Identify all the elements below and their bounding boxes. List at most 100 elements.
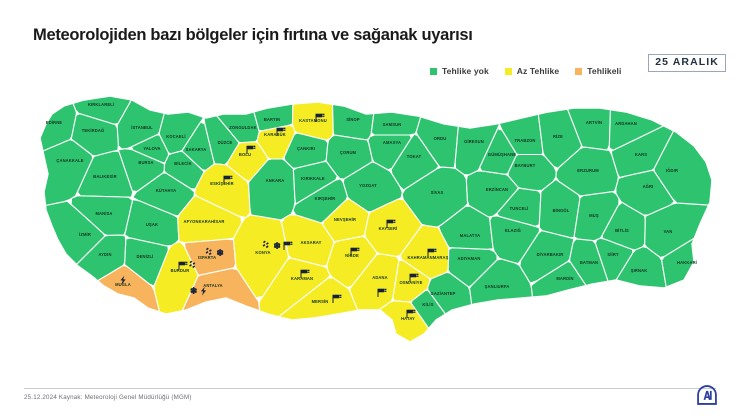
province-label-33: İZMİR bbox=[79, 232, 91, 237]
province-label-56: ŞANLIURFA bbox=[485, 284, 510, 289]
wind-icon bbox=[386, 219, 396, 228]
province-label-40: KAYSERİ bbox=[379, 226, 398, 231]
province-ağri[interactable]: AĞRI bbox=[615, 169, 675, 216]
province-label-64: VAN bbox=[664, 229, 673, 234]
province-label-48: MERSİN bbox=[312, 299, 329, 304]
province-label-69: MARDİN bbox=[556, 276, 573, 281]
province-label-34: UŞAK bbox=[146, 222, 158, 227]
province-label-39: AKSARAY bbox=[301, 240, 322, 245]
province-label-71: GÜMÜŞHANE bbox=[488, 152, 516, 157]
province-label-45: KONYA bbox=[255, 250, 270, 255]
legend-item-2: Tehlikeli bbox=[575, 66, 621, 76]
wind-icon bbox=[409, 273, 419, 282]
rain-icon bbox=[189, 260, 196, 269]
warning-icons-karaman bbox=[300, 269, 310, 278]
province-artvi-n[interactable]: ARTVİN bbox=[548, 84, 613, 151]
warning-icons-muğla bbox=[120, 275, 126, 285]
province-kastamonu[interactable]: KASTAMONU bbox=[291, 84, 334, 141]
province-label-65: DİYARBAKIR bbox=[537, 252, 564, 257]
wind-icon bbox=[246, 145, 256, 154]
wind-icon bbox=[283, 241, 293, 250]
province-label-16: BİLECİK bbox=[174, 161, 191, 166]
province-label-2: TEKİRDAĞ bbox=[82, 128, 105, 133]
province-label-57: MALATYA bbox=[460, 233, 480, 238]
province-label-18: ESKİŞEHİR bbox=[210, 181, 233, 186]
province-label-78: IĞDIR bbox=[666, 168, 678, 173]
province-label-32: MANİSA bbox=[95, 211, 112, 216]
warning-icons-eski-şehi-r bbox=[223, 175, 233, 184]
province-label-55: ADIYAMAN bbox=[458, 256, 481, 261]
wind-icon bbox=[427, 248, 437, 257]
province-label-22: SAMSUN bbox=[383, 122, 402, 127]
wind-icon bbox=[223, 175, 233, 184]
province-label-29: YOZGAT bbox=[359, 183, 377, 188]
province-eski-şehi-r[interactable]: ESKİŞEHİR bbox=[194, 163, 251, 219]
province-label-36: DENİZLİ bbox=[137, 254, 154, 259]
snow-icon bbox=[273, 242, 281, 250]
province-label-35: AYDIN bbox=[98, 252, 111, 257]
warning-icons-kastamonu bbox=[315, 113, 325, 122]
legend-item-0: Tehlike yok bbox=[430, 66, 489, 76]
province-label-17: BALIKESİR bbox=[93, 174, 116, 179]
province-label-59: ERZİNCAN bbox=[486, 187, 508, 192]
legend-label-1: Az Tehlike bbox=[516, 66, 560, 76]
province-label-74: RİZE bbox=[553, 134, 563, 139]
province-shapes: EDİRNE KIRKLARELİ TEKİRDAĞ İSTANBUL KOCAELİ Y… bbox=[39, 84, 713, 343]
province-label-6: SAKARYA bbox=[186, 147, 207, 152]
province-label-46: KARAMAN bbox=[291, 276, 313, 281]
province-label-53: GAZİANTEP bbox=[430, 291, 455, 296]
warning-icons-karabük bbox=[276, 127, 286, 136]
province-label-80: AĞRI bbox=[643, 184, 654, 189]
wind-icon bbox=[332, 294, 342, 303]
province-label-11: KASTAMONU bbox=[299, 118, 327, 123]
warning-icons-bolu bbox=[246, 145, 256, 154]
storm-icon bbox=[120, 275, 126, 285]
province-label-10: KARABÜK bbox=[264, 132, 286, 137]
aa-logo bbox=[697, 385, 717, 405]
rain-icon bbox=[205, 247, 212, 256]
wind-icon bbox=[300, 269, 310, 278]
warning-icons-adana bbox=[377, 288, 387, 297]
warning-icons-burdur bbox=[178, 260, 196, 270]
province-label-52: KAHRAMANMARAŞ bbox=[407, 255, 448, 260]
date-badge: 25 ARALIK bbox=[648, 54, 726, 72]
province-adana[interactable]: ADANA bbox=[349, 253, 400, 319]
legend-label-0: Tehlike yok bbox=[442, 66, 489, 76]
province-label-63: BİTLİS bbox=[615, 228, 629, 233]
warning-icons-konya bbox=[262, 240, 293, 250]
province-label-49: ADANA bbox=[372, 275, 388, 280]
province-label-13: BOLU bbox=[239, 152, 251, 157]
province-label-66: BATMAN bbox=[580, 260, 598, 265]
province-label-60: TUNCELİ bbox=[510, 206, 529, 211]
province-label-67: SİİRT bbox=[607, 252, 619, 257]
province-label-7: DÜZCE bbox=[218, 140, 233, 145]
warning-icons-ni-ğde bbox=[350, 247, 360, 256]
snow-icon bbox=[216, 249, 224, 257]
province-label-51: HATAY bbox=[401, 316, 415, 321]
province-label-43: ISPARTA bbox=[198, 255, 216, 260]
province-label-21: ÇORUM bbox=[340, 150, 357, 155]
province-label-15: BURSA bbox=[138, 160, 153, 165]
warning-icons-isparta bbox=[205, 247, 224, 257]
province-label-54: KİLİS bbox=[422, 302, 433, 307]
province-labels: EDİRNE KIRKLARELİ TEKİRDAĞ İSTANBUL KOCAELİ Y… bbox=[46, 102, 697, 321]
province-label-5: YALOVA bbox=[143, 146, 160, 151]
province-label-73: TRABZON bbox=[514, 138, 535, 143]
province-label-31: KIRŞEHİR bbox=[315, 196, 336, 201]
province-label-79: ERZURUM bbox=[577, 168, 599, 173]
warning-icons-kahramanmaraş bbox=[427, 248, 437, 257]
province-label-68: ŞIRNAK bbox=[631, 268, 648, 273]
wind-icon bbox=[178, 261, 188, 270]
province-label-26: TOKAT bbox=[407, 154, 422, 159]
province-label-70: HAKKARİ bbox=[677, 260, 697, 265]
storm-icon bbox=[200, 286, 207, 296]
province-erzurum[interactable]: ERZURUM bbox=[555, 146, 619, 197]
province-label-37: AFYONKARAHİSAR bbox=[184, 219, 225, 224]
wind-icon bbox=[406, 309, 416, 318]
footer-divider bbox=[24, 388, 716, 389]
province-ankara[interactable]: ANKARA bbox=[248, 158, 296, 221]
province-label-47: NİĞDE bbox=[345, 253, 359, 258]
province-label-1: KIRKLARELİ bbox=[88, 102, 114, 107]
page-title: Meteorolojiden bazı bölgeler için fırtın… bbox=[33, 26, 473, 44]
